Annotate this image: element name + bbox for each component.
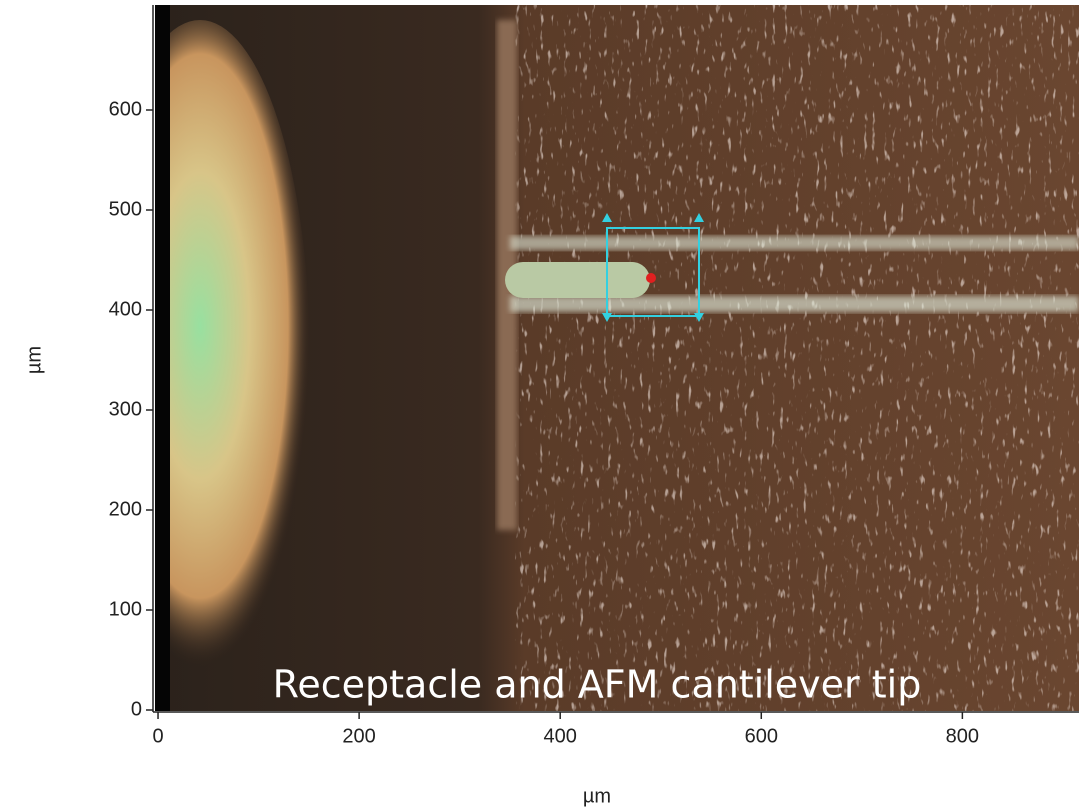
y-tick-label: 200 bbox=[109, 498, 142, 520]
annotation: Receptacle and AFM cantilever tip bbox=[273, 663, 922, 707]
x-tick-label: 600 bbox=[745, 725, 778, 747]
microscope-image bbox=[155, 5, 1079, 711]
y-tick-label: 400 bbox=[109, 298, 142, 320]
x-tick-label: 0 bbox=[152, 725, 163, 747]
y-tick-label: 100 bbox=[109, 598, 142, 620]
x-tick-label: 200 bbox=[342, 725, 375, 747]
y-tick-label: 0 bbox=[131, 698, 142, 720]
y-tick-label: 600 bbox=[109, 98, 142, 120]
x-tick-label: 400 bbox=[544, 725, 577, 747]
y-axis-label: µm bbox=[23, 346, 45, 374]
x-tick-label: 800 bbox=[946, 725, 979, 747]
y-tick-label: 500 bbox=[109, 198, 142, 220]
x-axis-label: µm bbox=[583, 785, 611, 807]
y-tick-label: 300 bbox=[109, 398, 142, 420]
